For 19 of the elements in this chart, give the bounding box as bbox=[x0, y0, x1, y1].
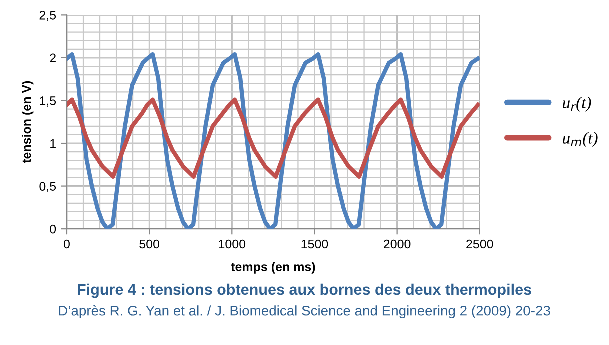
x-tick-label: 0 bbox=[64, 240, 70, 249]
y-tick-label: 0,5 bbox=[40, 182, 56, 192]
x-tick-label: 500 bbox=[140, 240, 160, 249]
y-tick-label: 2,5 bbox=[40, 10, 56, 22]
y-tick-label: 1,5 bbox=[40, 96, 56, 107]
x-tick-label: 2000 bbox=[384, 240, 411, 249]
y-tick-label: 2 bbox=[50, 54, 56, 62]
text: Figure 4 : tensions obtenues aux bornes des deux thermopiles bbox=[78, 284, 532, 298]
y-tick-label: 0 bbox=[50, 224, 56, 234]
y-axis-title: tension (en V) bbox=[22, 81, 34, 164]
x-axis-title: temps (en ms) bbox=[231, 262, 316, 274]
y-tick-label: 1 bbox=[50, 139, 56, 148]
text: D’après R. G. Yan et al. / J. Biomedical Science and Engineering 2 (2009) 20-23 bbox=[59, 305, 550, 319]
line-series bbox=[66, 98, 480, 179]
legend-label: u$_{m}$(t) bbox=[563, 132, 598, 148]
x-tick-label: 2500 bbox=[466, 240, 494, 249]
legend-label: u$_{r}$(t) bbox=[563, 96, 592, 112]
x-tick-label: 1500 bbox=[302, 240, 328, 249]
x-tick-label: 1000 bbox=[219, 240, 246, 249]
